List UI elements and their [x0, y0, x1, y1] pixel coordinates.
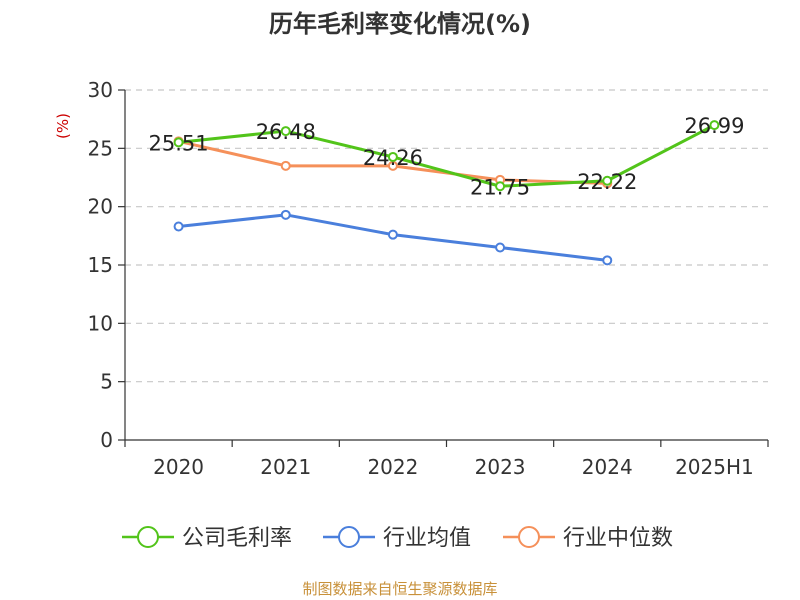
legend-item-1: 公司毛利率	[122, 526, 292, 551]
y-tick-label: 20	[88, 195, 113, 219]
y-tick-label: 0	[100, 428, 113, 452]
data-label: 21.75	[470, 175, 530, 199]
footer-source: 制图数据来自恒生聚源数据库	[302, 580, 497, 598]
series-group	[173, 120, 720, 266]
y-tick-label: 30	[88, 78, 113, 102]
y-tick-label: 25	[88, 136, 113, 160]
data-point	[173, 221, 184, 232]
x-tick-label: 2024	[582, 455, 633, 479]
legend-swatch-marker	[338, 526, 360, 548]
data-point	[495, 242, 506, 253]
data-label: 26.48	[256, 120, 316, 144]
data-point	[280, 209, 291, 220]
data-point	[495, 181, 506, 192]
data-point	[280, 126, 291, 137]
legend-swatch-marker	[518, 526, 540, 548]
data-point	[387, 229, 398, 240]
data-labels: 25.51 26.48 24.26 21.75 22.22 26.99	[149, 114, 745, 199]
axes	[118, 89, 769, 447]
x-tick-label: 2021	[260, 455, 311, 479]
x-tick-label: 2022	[367, 455, 418, 479]
y-axis-unit-label: (%)	[54, 113, 72, 139]
data-point	[602, 255, 613, 266]
chart-title: 历年毛利率变化情况(%)	[269, 10, 531, 38]
y-tick-label: 5	[100, 370, 113, 394]
legend-label: 行业均值	[383, 526, 471, 551]
legend-label: 公司毛利率	[182, 526, 292, 551]
data-label: 26.99	[684, 114, 744, 138]
data-point	[173, 137, 184, 148]
y-tick-labels: 0 5 10 15 20 25 30	[88, 78, 113, 452]
data-point	[387, 151, 398, 162]
legend-label: 行业中位数	[563, 526, 673, 551]
data-label: 22.22	[577, 170, 637, 194]
grid-lines	[125, 89, 768, 383]
data-label: 25.51	[149, 131, 209, 155]
y-tick-label: 15	[88, 253, 113, 277]
x-tick-label: 2025H1	[675, 455, 754, 479]
x-tick-label: 2020	[153, 455, 204, 479]
series-line-1	[177, 123, 716, 188]
data-point	[602, 175, 613, 186]
data-point	[280, 160, 291, 171]
y-tick-label: 10	[88, 311, 113, 335]
data-point	[709, 120, 720, 131]
x-tick-label: 2023	[475, 455, 526, 479]
legend-swatch-marker	[137, 526, 159, 548]
legend-item-3: 行业中位数	[503, 526, 673, 551]
legend-item-2: 行业均值	[323, 526, 471, 551]
legend: 公司毛利率 行业均值 行业中位数	[122, 526, 673, 551]
x-tick-labels: 2020 2021 2022 2023 2024 2025H1	[153, 455, 754, 479]
data-label: 24.26	[363, 146, 423, 170]
